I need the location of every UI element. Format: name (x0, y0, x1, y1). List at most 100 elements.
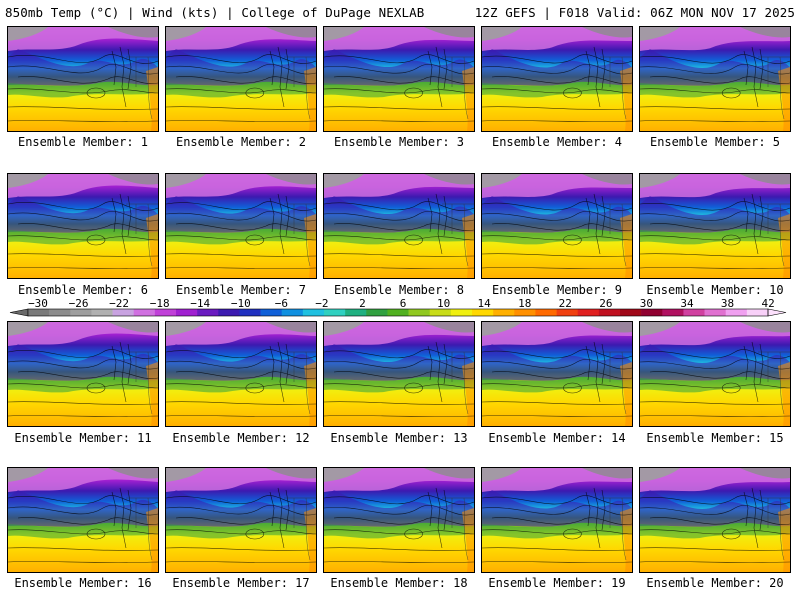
colorbar-swatch (28, 309, 50, 316)
colorbar-border (27, 308, 769, 317)
colorbar-swatch (493, 309, 515, 316)
ensemble-member-map (165, 26, 317, 132)
ensemble-member-label: Ensemble Member: 19 (488, 576, 626, 590)
ensemble-member-label: Ensemble Member: 16 (14, 576, 152, 590)
ensemble-member-label: Ensemble Member: 8 (333, 283, 465, 297)
colorbar-swatch (620, 309, 642, 316)
colorbar-swatch (387, 309, 409, 316)
ensemble-member-label: Ensemble Member: 6 (17, 283, 149, 297)
ensemble-member-map (7, 321, 159, 427)
colorbar-swatch (281, 309, 304, 316)
colorbar-swatch (556, 309, 579, 316)
colorbar-swatch (577, 309, 600, 316)
ensemble-member-map (639, 173, 791, 279)
ensemble-member-label: Ensemble Member: 17 (172, 576, 310, 590)
ensemble-member-label: Ensemble Member: 3 (333, 135, 465, 149)
colorbar-tick-label: 22 (559, 297, 572, 310)
colorbar: −30 −26 −22 −18 −14 −10 −6 −2 2 6 10 14 18 22 26 30 34 38… (8, 297, 788, 317)
ensemble-member-map (7, 26, 159, 132)
ensemble-member-label: Ensemble Member: 15 (646, 431, 784, 445)
colorbar-swatch (91, 309, 113, 316)
ensemble-member-label: Ensemble Member: 4 (491, 135, 623, 149)
colorbar-tick-label: −2 (315, 297, 328, 310)
ensemble-member-label: Ensemble Member: 5 (649, 135, 781, 149)
colorbar-swatch (450, 309, 473, 316)
colorbar-swatch (662, 309, 684, 316)
header-run-info: 12Z GEFS | F018 Valid: 06Z MON NOV 17 20… (474, 5, 795, 20)
colorbar-swatch (154, 309, 177, 316)
colorbar-tick-label: 38 (721, 297, 734, 310)
ensemble-member-map (165, 467, 317, 573)
ensemble-member-map (323, 321, 475, 427)
colorbar-swatch (260, 309, 283, 316)
colorbar-tick-label: 42 (761, 297, 774, 310)
colorbar-swatch (683, 309, 705, 316)
ensemble-member-map (639, 321, 791, 427)
ensemble-member-label: Ensemble Member: 11 (14, 431, 152, 445)
ensemble-member-map (639, 26, 791, 132)
ensemble-member-map (165, 173, 317, 279)
colorbar-swatch (70, 309, 92, 316)
colorbar-tick-label: −18 (150, 297, 170, 310)
ensemble-member-label: Ensemble Member: 18 (330, 576, 468, 590)
ensemble-member-label: Ensemble Member: 10 (646, 283, 784, 297)
ensemble-member-map (481, 467, 633, 573)
ensemble-member-map (639, 467, 791, 573)
colorbar-swatch (598, 309, 621, 316)
colorbar-swatch (176, 309, 198, 316)
colorbar-swatch (704, 309, 727, 316)
colorbar-swatch (514, 309, 536, 316)
colorbar-swatch (218, 309, 240, 316)
colorbar-swatch (345, 309, 367, 316)
colorbar-swatch (112, 309, 135, 316)
ensemble-member-label: Ensemble Member: 1 (17, 135, 149, 149)
ensemble-member-label: Ensemble Member: 20 (646, 576, 784, 590)
colorbar-tick-label: −26 (69, 297, 89, 310)
ensemble-member-label: Ensemble Member: 14 (488, 431, 626, 445)
colorbar-tick-label: 34 (680, 297, 694, 310)
colorbar-swatch (49, 309, 71, 316)
colorbar-arrow-min (9, 308, 29, 317)
colorbar-swatch (133, 309, 156, 316)
colorbar-swatch (408, 309, 431, 316)
ensemble-member-map (481, 321, 633, 427)
colorbar-tick-label: −10 (231, 297, 251, 310)
colorbar-tick-label: 2 (359, 297, 366, 310)
ensemble-member-map (165, 321, 317, 427)
colorbar-swatch (302, 309, 325, 316)
colorbar-tick-label: 10 (437, 297, 450, 310)
colorbar-tick-label: −30 (28, 297, 48, 310)
colorbar-swatch (725, 309, 748, 316)
ensemble-member-map (7, 173, 159, 279)
colorbar-swatch (472, 309, 494, 316)
colorbar-swatch (746, 309, 769, 316)
colorbar-tick-label: 30 (640, 297, 653, 310)
header-title: 850mb Temp (°C) | Wind (kts) | College o… (5, 5, 425, 20)
ensemble-member-map (323, 173, 475, 279)
colorbar-swatch (641, 309, 663, 316)
colorbar-swatch (324, 309, 346, 316)
colorbar-tick-label: 18 (518, 297, 531, 310)
ensemble-member-map (481, 173, 633, 279)
ensemble-member-map (7, 467, 159, 573)
colorbar-tick-label: −22 (109, 297, 129, 310)
colorbar-swatch (366, 309, 388, 316)
ensemble-member-label: Ensemble Member: 2 (175, 135, 307, 149)
colorbar-tick-label: −6 (275, 297, 288, 310)
colorbar-swatch (535, 309, 557, 316)
colorbar-swatch (429, 309, 452, 316)
colorbar-tick-label: 14 (478, 297, 492, 310)
colorbar-arrow-max (767, 308, 787, 317)
colorbar-swatch (197, 309, 219, 316)
ensemble-member-map (323, 467, 475, 573)
ensemble-member-label: Ensemble Member: 12 (172, 431, 310, 445)
colorbar-tick-label: 26 (599, 297, 612, 310)
ensemble-member-label: Ensemble Member: 13 (330, 431, 468, 445)
colorbar-tick-label: −14 (190, 297, 210, 310)
colorbar-swatch (239, 309, 261, 316)
colorbar-tick-label: 6 (400, 297, 407, 310)
ensemble-member-map (481, 26, 633, 132)
ensemble-member-label: Ensemble Member: 9 (491, 283, 623, 297)
ensemble-member-map (323, 26, 475, 132)
